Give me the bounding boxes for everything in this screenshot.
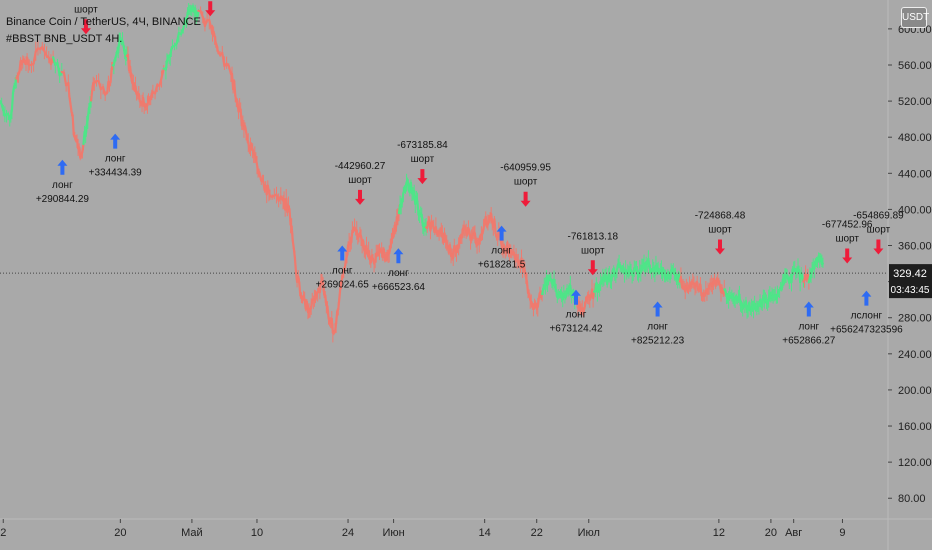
long-arrow-icon: [110, 133, 121, 149]
indicator-title: #BBST BNB_USDT 4H.: [6, 33, 123, 45]
y-tick-label: 240.00: [898, 349, 932, 361]
signal-value: -761813.18: [567, 231, 618, 242]
currency-button[interactable]: USDT: [901, 7, 929, 28]
y-tick-label: 160.00: [898, 421, 932, 433]
signal-label: шорт: [348, 175, 372, 186]
short-arrow-icon: [873, 239, 884, 255]
x-tick-label: 20: [765, 527, 777, 539]
signal-value: +825212.23: [631, 335, 685, 346]
x-tick-label: 9: [839, 527, 845, 539]
short-arrow-icon: [587, 260, 598, 276]
signal-value: +269024.65: [316, 280, 370, 291]
signal-label: шорт: [867, 225, 891, 236]
y-tick-label: 120.00: [898, 457, 932, 469]
x-tick-label: Июл: [578, 527, 600, 539]
x-tick-label: 22: [531, 527, 543, 539]
y-tick-label: 200.00: [898, 385, 932, 397]
y-tick-label: 280.00: [898, 313, 932, 325]
short-arrow-icon: [417, 169, 428, 185]
signal-label: лонг: [798, 321, 819, 332]
long-arrow-icon: [337, 245, 348, 261]
symbol-title: Binance Coin / TetherUS, 4Ч, BINANCE: [6, 16, 201, 28]
signal-label: шорт: [514, 177, 538, 188]
long-arrow-icon: [652, 301, 663, 317]
signal-value: -673185.84: [397, 140, 448, 151]
x-tick-label: 2: [0, 527, 6, 539]
signal-label: лонг: [332, 266, 353, 277]
signal-value: -640959.95: [500, 163, 551, 174]
short-arrow-icon: [842, 248, 853, 264]
x-tick-label: Май: [181, 527, 203, 539]
y-tick-label: 360.00: [898, 241, 932, 253]
signal-label: лонг: [105, 154, 126, 165]
signal-label: шорт: [581, 245, 605, 256]
signal-label: шорт: [411, 154, 435, 165]
chart-legend: Binance Coin / TetherUS, 4Ч, BINANCE #BB…: [6, 14, 201, 48]
signal-value: +618281.5: [478, 260, 526, 271]
short-arrow-icon: [80, 19, 91, 35]
long-arrow-icon: [861, 290, 872, 306]
long-arrow-icon: [571, 289, 581, 305]
signal-value: +673124.42: [549, 324, 603, 335]
price-tag-box: [889, 264, 932, 299]
signal-value: -677452.96: [822, 220, 873, 231]
y-tick-label: 480.00: [898, 132, 932, 144]
x-tick-label: Авг: [785, 527, 802, 539]
signal-value: +652866.27: [782, 335, 836, 346]
price-tag-countdown: 03:43:45: [891, 285, 930, 296]
y-tick-label: 440.00: [898, 168, 932, 180]
x-tick-label: Июн: [382, 527, 404, 539]
y-tick-label: 560.00: [898, 60, 932, 72]
signal-value: -724868.48: [695, 211, 746, 222]
x-tick-label: 24: [342, 527, 354, 539]
y-tick-label: 80.00: [898, 493, 926, 505]
signal-label: шорт: [708, 225, 732, 236]
signal-value: +242769.65: [59, 0, 113, 1]
price-tag-value: 329.42: [893, 268, 927, 280]
signal-value: +666523.64: [372, 282, 426, 293]
long-arrow-icon: [57, 159, 68, 175]
signal-label: шорт: [74, 4, 98, 15]
long-arrow-icon: [803, 301, 814, 317]
signal-label: шорт: [835, 234, 859, 245]
long-arrow-icon: [393, 248, 404, 264]
signal-label: лонг: [647, 321, 668, 332]
signal-value: -442960.27: [335, 161, 386, 172]
signal-value: +334434.39: [89, 168, 143, 179]
short-arrow-icon: [520, 191, 531, 207]
signal-label: лонг: [566, 310, 587, 321]
signal-value: -654869.89: [853, 211, 904, 222]
signal-label: лонг: [491, 246, 512, 257]
short-arrow-icon: [715, 239, 725, 255]
signal-label: лслонг: [851, 311, 883, 322]
signal-label: лонг: [388, 268, 409, 279]
signal-value: +656247323596: [830, 325, 903, 336]
x-tick-label: 10: [251, 527, 263, 539]
x-tick-label: 14: [479, 527, 491, 539]
x-tick-label: 12: [713, 527, 725, 539]
y-tick-label: 400.00: [898, 204, 932, 216]
long-arrow-icon: [496, 225, 507, 241]
short-arrow-icon: [205, 1, 216, 17]
signal-label: лонг: [52, 180, 73, 191]
y-tick-label: 520.00: [898, 96, 932, 108]
signal-value: +290844.29: [36, 194, 90, 205]
x-tick-label: 20: [114, 527, 126, 539]
short-arrow-icon: [355, 189, 365, 205]
